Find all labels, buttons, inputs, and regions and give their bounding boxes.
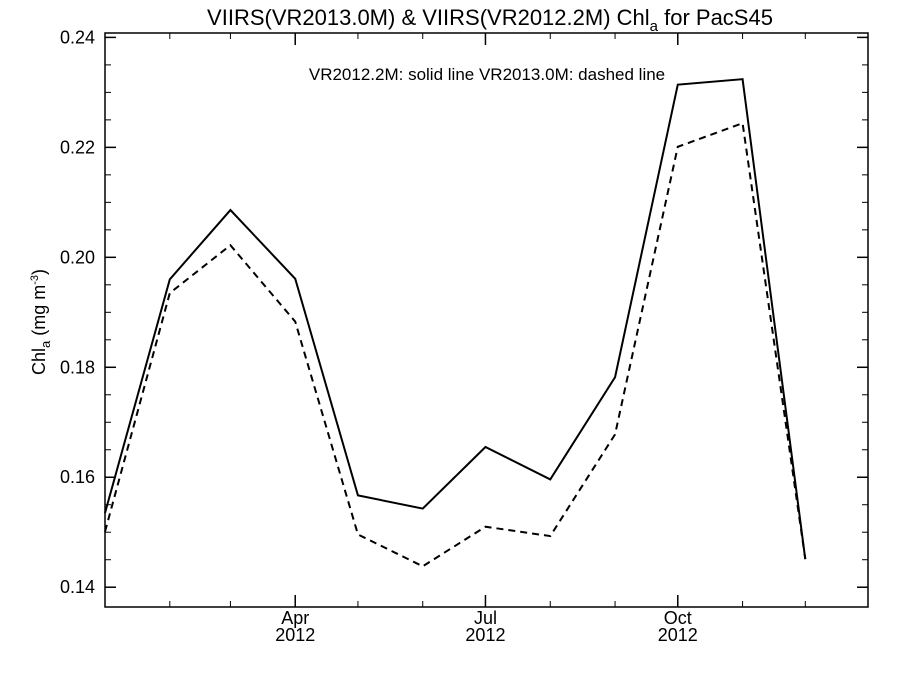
y-axis-label-close: ) bbox=[29, 269, 49, 275]
series-line-vr2013-0m bbox=[104, 121, 807, 568]
y-tick-label: 0.14 bbox=[60, 577, 95, 597]
x-tick-label-month: Oct bbox=[664, 608, 692, 628]
y-axis-label-unit: (mg m bbox=[29, 285, 49, 341]
x-tick-label-month: Jul bbox=[474, 608, 497, 628]
y-axis-label-main: Chl bbox=[29, 348, 49, 375]
y-axis-label-subscript: a bbox=[38, 340, 53, 348]
y-tick-label: 0.22 bbox=[60, 137, 95, 157]
ticks-layer: 0.140.160.180.200.220.24Apr2012Jul2012Oc… bbox=[60, 27, 868, 645]
y-tick-label: 0.16 bbox=[60, 467, 95, 487]
chart-title-main: VIIRS(VR2013.0M) & VIIRS(VR2012.2M) Chl bbox=[207, 5, 650, 30]
y-tick-label: 0.18 bbox=[60, 357, 95, 377]
plot-frame bbox=[104, 32, 869, 608]
y-axis-label: Chla (mg m-3) bbox=[29, 269, 53, 375]
x-tick-label-year: 2012 bbox=[275, 625, 315, 645]
legend-annotation: VR2012.2M: solid line VR2013.0M: dashed … bbox=[309, 65, 665, 84]
series-layer bbox=[104, 78, 807, 568]
series-vr2012-2m bbox=[104, 78, 807, 560]
x-tick-label-year: 2012 bbox=[465, 625, 505, 645]
y-axis-label-superscript: -3 bbox=[29, 275, 41, 285]
y-tick-label: 0.20 bbox=[60, 247, 95, 267]
x-tick-label-month: Apr bbox=[281, 608, 309, 628]
series-vr2013-0m bbox=[104, 121, 807, 568]
chart-title-suffix: for PacS45 bbox=[658, 5, 773, 30]
y-tick-label: 0.24 bbox=[60, 27, 95, 47]
x-tick-label-year: 2012 bbox=[658, 625, 698, 645]
series-line-vr2012-2m bbox=[104, 78, 807, 560]
chart-title: VIIRS(VR2013.0M) & VIIRS(VR2012.2M) Chla… bbox=[207, 5, 773, 35]
chart-title-subscript: a bbox=[650, 18, 659, 35]
